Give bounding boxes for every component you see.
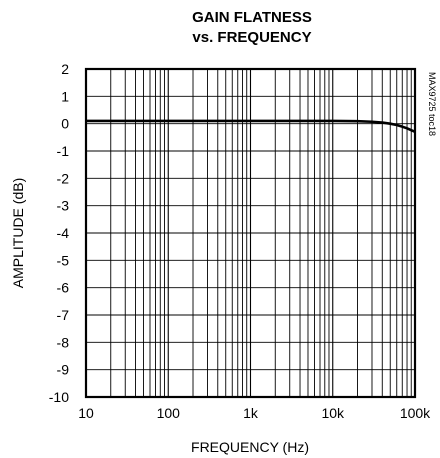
x-tick-label: 10k bbox=[321, 405, 345, 421]
y-tick-label: 2 bbox=[61, 61, 69, 77]
plot-frame bbox=[84, 67, 417, 399]
data-series bbox=[86, 119, 416, 134]
y-tick-label: 0 bbox=[61, 116, 69, 132]
y-tick-label: -4 bbox=[57, 225, 70, 241]
y-axis-label: AMPLITUDE (dB) bbox=[10, 178, 26, 288]
y-tick-label: 1 bbox=[61, 88, 69, 104]
y-tick-label: -3 bbox=[57, 198, 70, 214]
chart-title-line1: GAIN FLATNESS bbox=[192, 9, 312, 26]
side-note: MAX9725 toc18 bbox=[427, 72, 437, 136]
x-tick-label: 10 bbox=[78, 405, 94, 421]
y-tick-label: -8 bbox=[57, 334, 70, 350]
grid-lines bbox=[86, 69, 415, 397]
x-tick-label: 1k bbox=[243, 405, 259, 421]
x-tick-label: 100k bbox=[400, 405, 431, 421]
y-tick-label: -7 bbox=[57, 307, 70, 323]
y-tick-label: -9 bbox=[57, 362, 70, 378]
y-tick-label: -2 bbox=[57, 170, 70, 186]
y-tick-label: -10 bbox=[49, 389, 69, 405]
series-line bbox=[86, 119, 416, 134]
y-tick-label: -1 bbox=[57, 143, 70, 159]
chart-title-line2: vs. FREQUENCY bbox=[192, 29, 311, 46]
x-tick-label: 100 bbox=[157, 405, 181, 421]
x-axis-label: FREQUENCY (Hz) bbox=[191, 439, 309, 455]
y-tick-label: -6 bbox=[57, 280, 70, 296]
y-tick-label: -5 bbox=[57, 252, 70, 268]
